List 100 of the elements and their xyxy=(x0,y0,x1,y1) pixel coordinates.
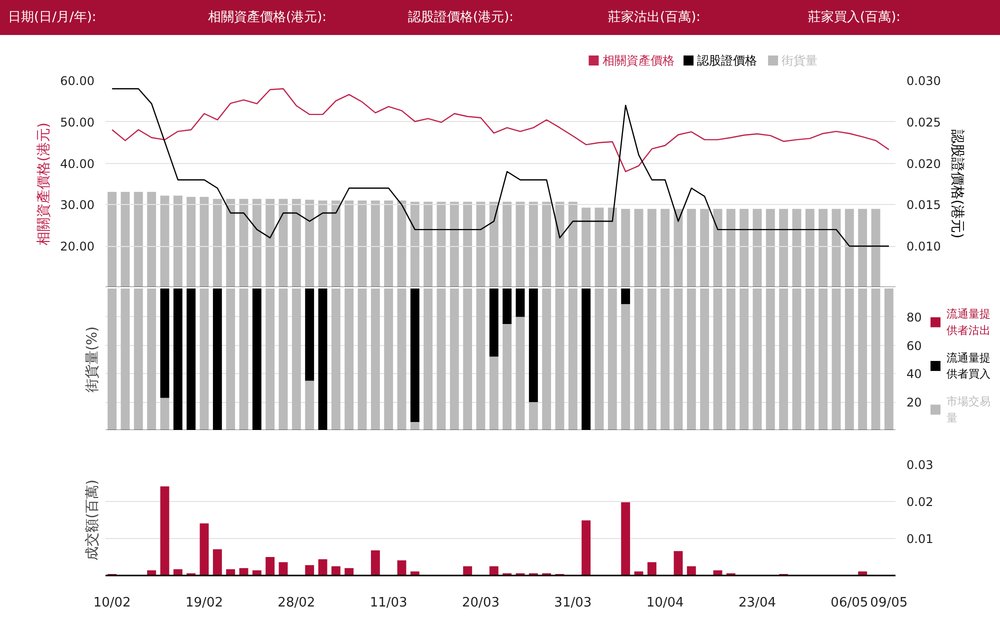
bar xyxy=(212,288,222,430)
y-tick-label: 60 xyxy=(906,338,922,353)
bar xyxy=(502,324,512,430)
y-tick-label: 40 xyxy=(906,367,922,382)
x-tick-label: 31/03 xyxy=(554,596,592,610)
bar xyxy=(410,202,420,287)
bar xyxy=(186,196,196,287)
bar xyxy=(489,356,498,430)
bar xyxy=(344,568,354,576)
bar xyxy=(502,202,512,287)
bar xyxy=(489,202,498,287)
bar xyxy=(502,288,512,324)
x-tick-label: 10/04 xyxy=(646,596,684,610)
y-tick-label: 0.01 xyxy=(906,532,934,546)
bar xyxy=(582,520,591,576)
bar xyxy=(305,288,314,381)
y-tick-label: 80 xyxy=(906,310,922,324)
y2-tick-label: 0.020 xyxy=(906,156,941,171)
x-tick-label: 19/02 xyxy=(186,596,223,610)
legend-label: 流通量提供者買入 xyxy=(946,351,990,381)
y-tick-label: 50.00 xyxy=(60,115,95,130)
legend-label: 認股證價格 xyxy=(697,54,758,68)
bar xyxy=(160,486,170,576)
bar xyxy=(489,566,498,576)
x-tick-label: 09/05 xyxy=(870,596,908,610)
text: 認股證價格(港元): xyxy=(407,9,515,27)
bar xyxy=(397,560,406,576)
bar xyxy=(305,565,314,576)
bar xyxy=(686,566,696,576)
bar xyxy=(647,562,656,576)
y-axis-title: 相關資產價格(港元) xyxy=(36,122,52,246)
x-tick-label: 06/05 xyxy=(830,596,868,610)
bar xyxy=(621,304,630,430)
bar xyxy=(212,549,222,576)
x-tick-label: 11/03 xyxy=(370,596,408,610)
x-tick-label: 28/02 xyxy=(278,596,316,610)
bar xyxy=(410,422,420,430)
y-axis-title: 街貨量(%) xyxy=(84,326,100,393)
bar xyxy=(239,568,248,576)
bar xyxy=(305,200,314,287)
x-tick-label: 20/03 xyxy=(462,596,500,610)
bar xyxy=(528,402,538,430)
y-tick-label: 0.02 xyxy=(906,495,934,509)
bar xyxy=(160,398,170,430)
y2-tick-label: 0.030 xyxy=(906,74,941,88)
bar xyxy=(318,288,328,430)
bar xyxy=(278,562,288,576)
bar xyxy=(516,316,525,430)
line-series xyxy=(111,88,890,172)
x-tick-label: 23/04 xyxy=(738,596,776,610)
bar xyxy=(410,288,420,422)
bar xyxy=(621,502,630,576)
bar xyxy=(582,208,591,287)
bar xyxy=(582,288,591,430)
bar xyxy=(621,288,630,304)
y2-tick-label: 0.015 xyxy=(906,198,941,212)
y-tick-label: 40.00 xyxy=(60,156,95,171)
bar xyxy=(252,288,262,430)
legend-label: 相關資產價格 xyxy=(602,54,674,68)
bar xyxy=(173,288,182,430)
bar xyxy=(160,196,170,287)
bar xyxy=(160,288,170,398)
line-series xyxy=(111,88,890,247)
text: 日期(日/月/年): xyxy=(7,9,98,27)
bar xyxy=(331,566,340,576)
bar xyxy=(173,196,182,287)
y-tick-label: 20 xyxy=(906,396,922,410)
legend-label: 流通量提供者沽出 xyxy=(946,308,990,337)
bar xyxy=(318,200,328,287)
y-tick-label: 30.00 xyxy=(60,198,95,212)
bar xyxy=(370,550,380,576)
text: 相關資產價格(港元): xyxy=(207,9,328,27)
bar xyxy=(516,202,525,287)
bar xyxy=(489,288,498,357)
y-tick-label: 60.00 xyxy=(60,74,95,88)
legend-label: 街貨量 xyxy=(782,54,818,68)
bar xyxy=(528,202,538,287)
bar xyxy=(318,559,328,576)
text: 莊家沽出(百萬): xyxy=(607,9,702,27)
bar xyxy=(266,557,275,576)
bar xyxy=(528,288,538,402)
y-tick-label: 20.00 xyxy=(60,240,95,254)
x-tick-label: 10/02 xyxy=(93,596,131,610)
bar xyxy=(173,569,182,576)
bar xyxy=(305,380,314,430)
bar xyxy=(516,288,525,317)
bar xyxy=(621,208,630,287)
bar xyxy=(884,288,894,430)
bar xyxy=(186,288,196,430)
text: 莊家買入(百萬): xyxy=(807,9,902,27)
bar xyxy=(674,551,683,576)
y2-tick-label: 0.010 xyxy=(906,240,941,254)
bar xyxy=(200,523,209,576)
bar xyxy=(463,566,472,576)
bar xyxy=(252,198,262,287)
legend-label: 市場交易量 xyxy=(946,395,990,424)
bar xyxy=(212,198,222,287)
bar xyxy=(226,569,236,576)
y2-axis-title: 認股證價格(港元) xyxy=(948,130,965,238)
y2-tick-label: 0.025 xyxy=(906,115,941,130)
